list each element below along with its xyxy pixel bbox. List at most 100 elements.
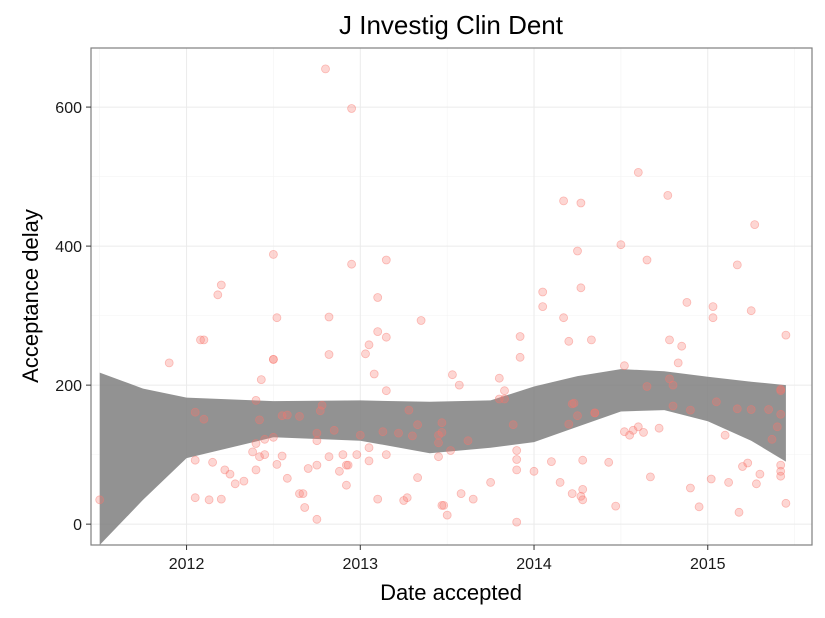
data-point — [512, 465, 522, 475]
data-point — [772, 422, 782, 432]
data-point — [767, 434, 777, 444]
data-point — [343, 460, 353, 470]
data-point — [216, 494, 226, 504]
data-point — [251, 395, 261, 405]
data-point — [277, 451, 287, 461]
panel-border — [90, 47, 813, 546]
data-point — [248, 447, 258, 457]
data-point — [341, 480, 351, 490]
data-point — [303, 464, 313, 473]
data-point — [317, 400, 327, 410]
data-points — [95, 64, 791, 527]
data-point — [628, 425, 638, 435]
data-point — [402, 493, 412, 503]
y-tick-label: 0 — [73, 517, 82, 534]
data-point — [437, 418, 447, 428]
data-point — [708, 302, 718, 312]
data-point — [268, 354, 278, 364]
data-point — [439, 500, 449, 510]
data-point — [576, 283, 586, 293]
data-point — [654, 423, 664, 433]
data-point — [338, 450, 348, 460]
data-point — [220, 465, 230, 475]
data-point — [500, 394, 509, 404]
data-point — [208, 457, 218, 467]
data-point — [300, 503, 310, 512]
data-point — [268, 354, 278, 364]
data-point — [529, 466, 539, 476]
data-point — [576, 198, 586, 208]
data-point — [567, 399, 577, 409]
data-point — [324, 452, 334, 462]
data-point — [251, 439, 261, 448]
data-point — [706, 474, 716, 484]
data-point — [620, 427, 629, 437]
data-point — [573, 411, 582, 421]
data-point — [590, 408, 600, 418]
y-tick-label: 200 — [55, 378, 82, 395]
data-point — [312, 428, 322, 438]
data-point — [578, 495, 588, 505]
chart-title: J Investig Clin Dent — [339, 10, 564, 40]
data-point — [555, 477, 565, 487]
data-point — [463, 436, 473, 446]
data-point — [199, 335, 209, 345]
data-point — [512, 517, 522, 527]
data-point — [587, 335, 596, 345]
data-point — [164, 358, 174, 368]
data-point — [260, 450, 270, 460]
data-point — [508, 420, 518, 430]
data-point — [190, 407, 200, 417]
data-point — [373, 293, 383, 302]
data-point — [564, 336, 574, 346]
data-point — [282, 410, 292, 420]
data-point — [239, 476, 249, 486]
data-point — [361, 349, 370, 359]
data-point — [312, 514, 322, 524]
data-point — [95, 495, 105, 505]
data-point — [190, 455, 200, 465]
data-point — [743, 458, 753, 468]
x-tick-label: 2013 — [342, 556, 378, 573]
data-point — [708, 313, 718, 323]
data-point — [776, 386, 786, 396]
data-point — [295, 489, 304, 499]
data-point — [199, 414, 209, 424]
data-point — [373, 494, 383, 504]
data-point — [611, 501, 621, 511]
x-tick-label: 2012 — [169, 556, 205, 573]
data-point — [399, 496, 409, 505]
data-point — [776, 466, 786, 476]
data-point — [364, 340, 374, 350]
data-point — [312, 436, 322, 446]
data-point — [404, 405, 414, 415]
data-point — [564, 419, 574, 429]
data-point — [665, 335, 674, 345]
data-point — [750, 220, 760, 230]
data-point — [486, 477, 496, 487]
data-point — [569, 398, 579, 408]
data-point — [434, 452, 443, 462]
data-point — [434, 430, 443, 440]
data-point — [642, 255, 652, 265]
data-point — [625, 430, 634, 440]
data-point — [277, 411, 287, 421]
data-point — [394, 428, 403, 438]
data-point — [352, 450, 362, 460]
data-point — [686, 483, 695, 493]
data-point — [468, 494, 478, 504]
data-point — [407, 431, 417, 441]
data-point — [190, 493, 200, 503]
data-point — [437, 500, 447, 510]
data-point — [673, 358, 683, 368]
data-point — [369, 369, 379, 379]
data-point — [781, 498, 791, 508]
data-point — [268, 432, 278, 442]
data-point — [272, 459, 282, 469]
data-point — [646, 472, 655, 482]
data-point — [538, 287, 548, 297]
data-point — [494, 373, 504, 383]
data-point — [454, 380, 464, 390]
